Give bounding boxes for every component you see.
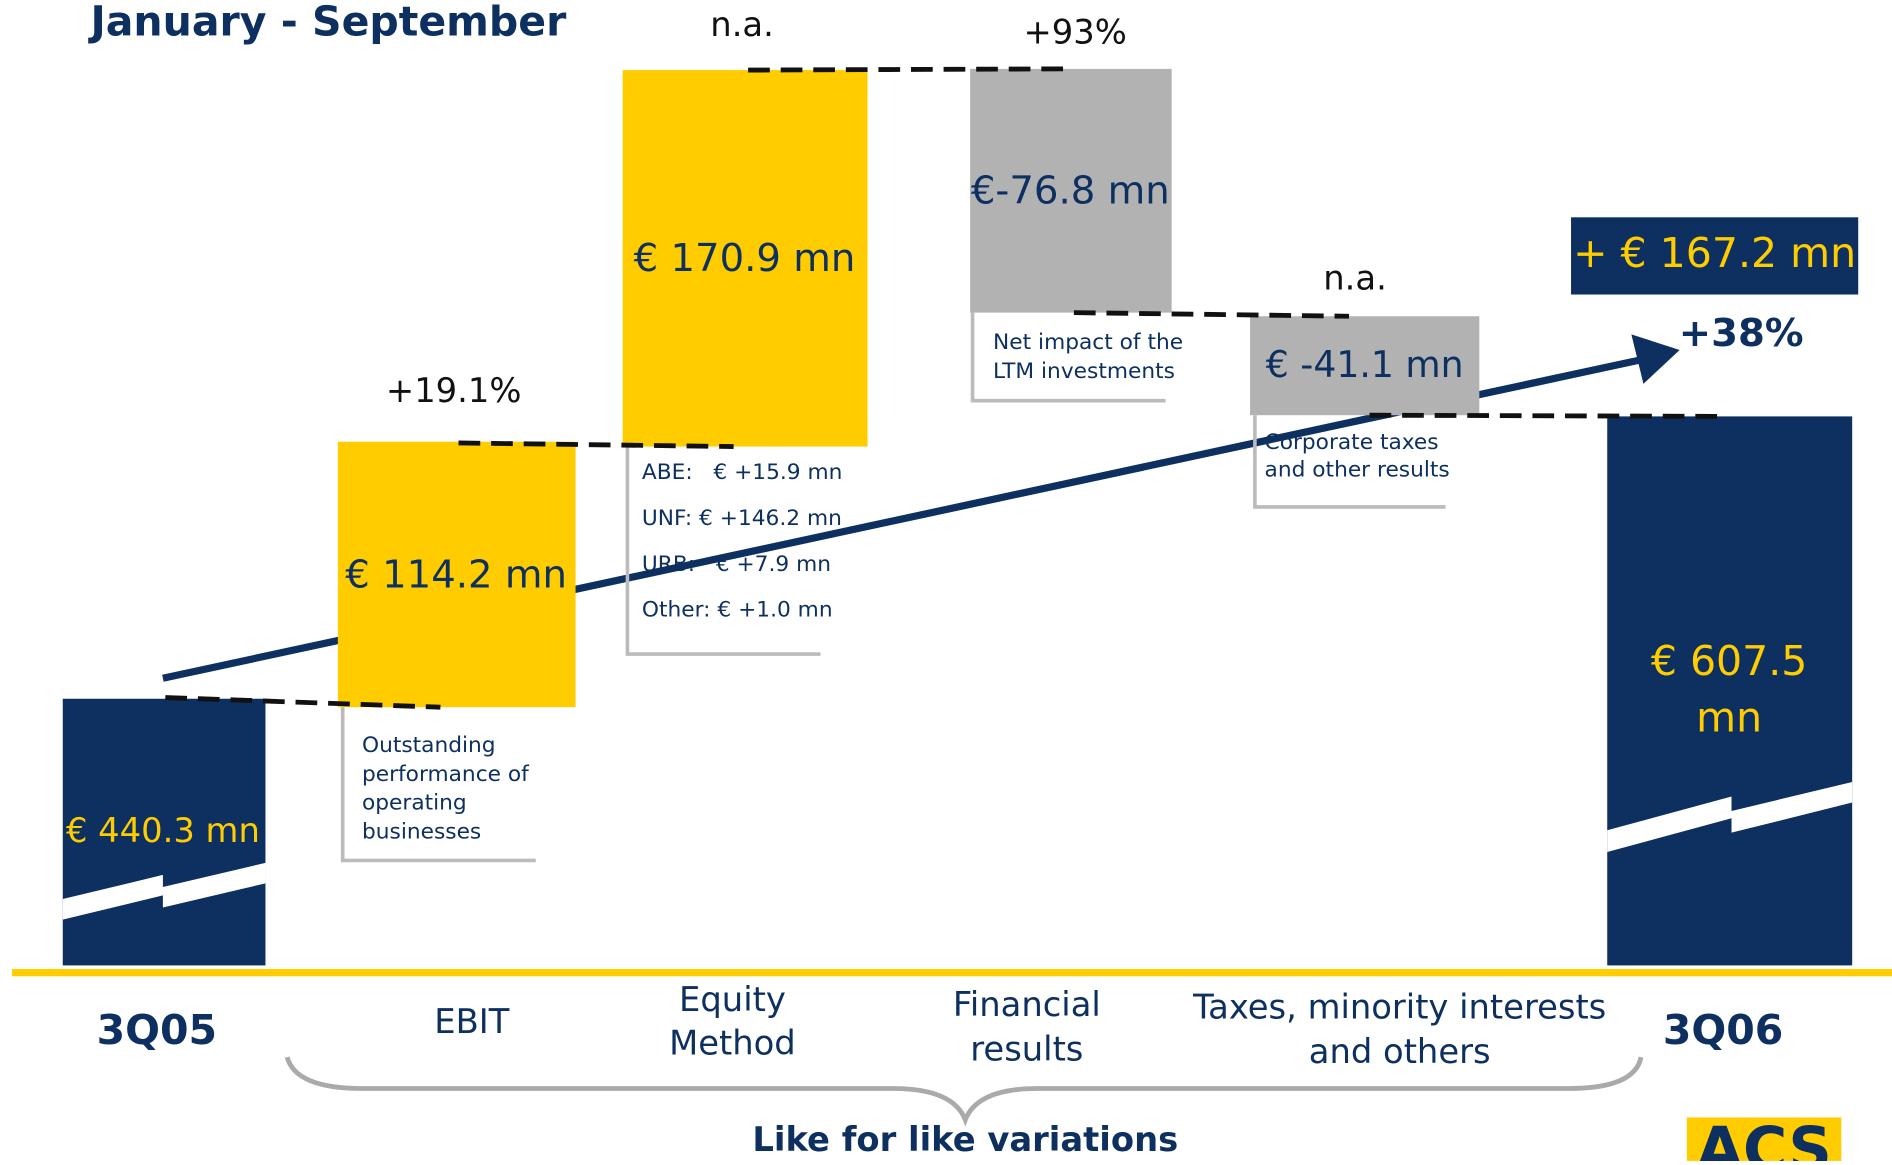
note: Outstanding [362,733,496,758]
category: 3Q06 [1663,1006,1783,1054]
note: ABE: € +15.9 mn [642,460,842,485]
value-label: € 607.5 [1651,637,1808,685]
category: Method [669,1024,796,1063]
change: +93% [1023,12,1126,51]
notes: Outstanding performance of operating bus… [362,330,1450,845]
value-label: € 170.9 mn [634,236,856,281]
value-label: € 440.3 mn [66,811,260,850]
axis-break [62,862,266,920]
categories: 3Q05 EBIT Equity Method Financial result… [97,980,1784,1071]
total-change: + € 167.2 mn [1573,229,1856,277]
note: URB: € +7.9 mn [642,552,831,577]
value-label: €-76.8 mn [971,169,1170,214]
note: Net impact of the [993,330,1183,355]
category: 3Q05 [97,1006,217,1054]
bar-taxes [1250,316,1480,416]
note-frames [340,312,1446,863]
note: operating [362,791,467,816]
connectors [165,66,1726,710]
baseline [12,969,1892,977]
category: Financial [953,985,1101,1024]
category: Taxes, minority interests [1192,987,1606,1026]
bar-3q06 [1607,416,1853,966]
category: Equity [679,980,786,1019]
value-label: € -41.1 mn [1266,343,1464,386]
category: EBIT [434,1002,509,1041]
value-label: € 114.2 mn [345,552,567,597]
logo: ACS [1696,1115,1832,1161]
bar-financial [970,68,1172,313]
arrow-head [1631,334,1680,384]
note: businesses [362,820,481,845]
value-label: mn [1696,693,1762,741]
category: results [970,1030,1083,1069]
change: n.a. [710,5,774,44]
note: LTM investments [993,359,1175,384]
brace [284,1056,1644,1127]
total-pct: +38% [1679,311,1804,356]
axis-break [1607,782,1853,852]
category: and others [1309,1032,1491,1071]
note: and other results [1265,458,1450,483]
logo-box [1686,1117,1842,1161]
note: UNF: € +146.2 mn [642,506,842,531]
note: performance of [362,762,530,787]
bar-3q05 [62,698,266,966]
brace-label: Like for like variations [752,1120,1178,1159]
bar-ebit [337,441,576,708]
title: January - September [87,0,567,45]
bar-equity [622,70,868,447]
change: n.a. [1323,259,1387,298]
change: +19.1% [386,371,522,410]
note: Other: € +1.0 mn [642,598,833,623]
total-box [1571,217,1859,295]
note: Corporate taxes [1265,430,1439,455]
